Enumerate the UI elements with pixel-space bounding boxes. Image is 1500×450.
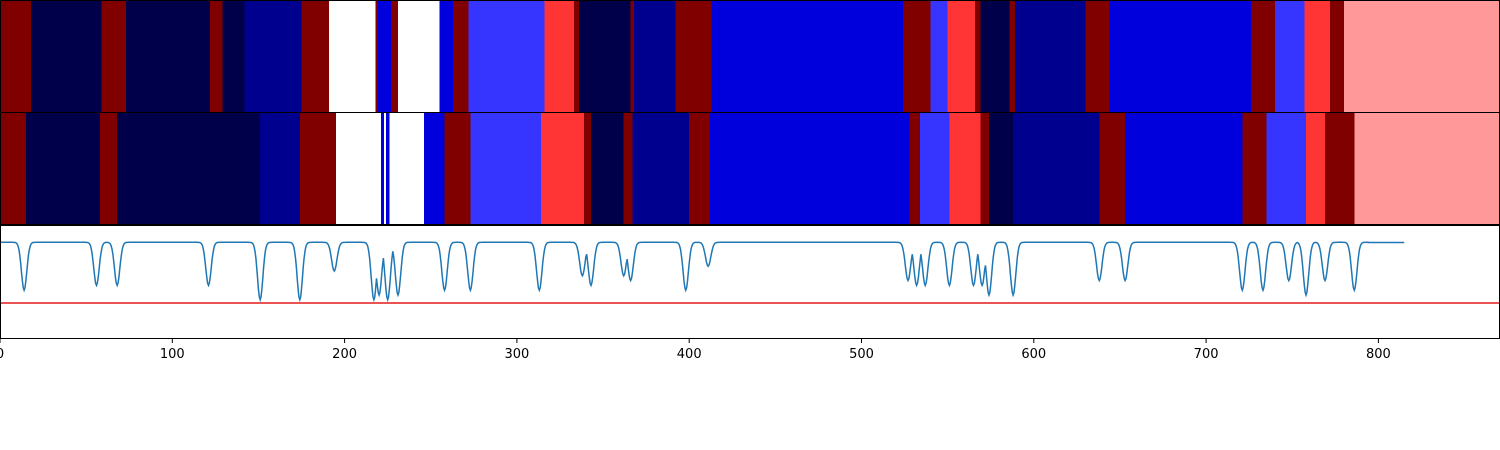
heatmap-cell bbox=[470, 113, 542, 224]
heatmap-cell bbox=[439, 1, 454, 112]
heatmap-cell bbox=[222, 1, 246, 112]
heatmap-cell bbox=[1275, 1, 1305, 112]
x-tick-label: 0 bbox=[0, 347, 4, 362]
heatmap-cell bbox=[31, 1, 103, 112]
x-tick-label: 600 bbox=[1021, 347, 1046, 362]
x-tick-label: 700 bbox=[1194, 347, 1219, 362]
heatmap-cell bbox=[423, 113, 446, 224]
x-axis: 0 100 200 300 400 500 600 700 800 bbox=[0, 338, 1391, 362]
heatmap-cell bbox=[398, 1, 440, 112]
heatmap-cell bbox=[25, 113, 101, 224]
heatmap-cell bbox=[623, 113, 633, 224]
heatmap-cell bbox=[584, 113, 592, 224]
heatmap-cell bbox=[930, 1, 949, 112]
heatmap-cell bbox=[210, 1, 223, 112]
x-tick-label: 400 bbox=[677, 347, 702, 362]
heatmap-cell bbox=[630, 1, 635, 112]
heatmap-cell bbox=[902, 1, 931, 112]
heatmap-cell bbox=[1330, 1, 1345, 112]
x-tick-label: 200 bbox=[332, 347, 357, 362]
series-line bbox=[0, 241, 1405, 303]
heatmap-cell bbox=[1125, 113, 1243, 224]
heatmap-cell bbox=[1266, 113, 1307, 224]
heatmap-cell bbox=[101, 1, 127, 112]
heatmap-cell bbox=[573, 1, 580, 112]
heatmap-cell bbox=[711, 1, 904, 112]
heatmap-cell bbox=[99, 113, 118, 224]
heatmap-cell bbox=[468, 1, 545, 112]
heatmap-cell bbox=[980, 1, 1011, 112]
heatmap-cell bbox=[1324, 113, 1355, 224]
heatmap-cell bbox=[391, 1, 399, 112]
heatmap-cell bbox=[947, 1, 976, 112]
heatmap-cell bbox=[0, 1, 32, 112]
heatmap-cell bbox=[544, 1, 575, 112]
heatmap-cell bbox=[590, 113, 625, 224]
heatmap-cell bbox=[1014, 1, 1086, 112]
heatmap-cell bbox=[260, 113, 301, 224]
x-tick-label: 800 bbox=[1366, 347, 1391, 362]
heatmap-cell bbox=[1304, 1, 1331, 112]
heatmap-cell bbox=[1009, 1, 1016, 112]
heatmap-cell bbox=[1109, 1, 1252, 112]
heatmap-cell bbox=[975, 1, 981, 112]
heatmap-cell bbox=[389, 113, 425, 224]
heatmap-cell bbox=[117, 113, 261, 224]
heatmap-cell bbox=[1013, 113, 1100, 224]
heatmap-cell bbox=[377, 1, 392, 112]
heatmap-cell bbox=[689, 113, 711, 224]
heatmap-cell bbox=[375, 1, 378, 112]
heatmap-cell bbox=[1354, 113, 1500, 224]
heatmap-cell bbox=[444, 113, 471, 224]
heatmap-cell bbox=[988, 113, 1014, 224]
heatmap-cell bbox=[709, 113, 911, 224]
heatmap-cell bbox=[299, 113, 337, 224]
heatmap-cell bbox=[335, 113, 382, 224]
heatmap-cell bbox=[453, 1, 470, 112]
heatmap-row-1 bbox=[0, 1, 1500, 112]
heatmap-cell bbox=[1343, 1, 1500, 112]
heatmap-cell bbox=[1306, 113, 1326, 224]
heatmap-cell bbox=[384, 113, 387, 224]
heatmap-cell bbox=[578, 1, 632, 112]
heatmap-cell bbox=[1085, 1, 1111, 112]
heatmap-cell bbox=[909, 113, 921, 224]
heatmap-cell bbox=[949, 113, 981, 224]
heatmap-cell bbox=[125, 1, 211, 112]
heatmap-cell bbox=[632, 113, 690, 224]
heatmap-cell bbox=[541, 113, 585, 224]
heatmap-cell bbox=[301, 1, 330, 112]
heatmap-row-2 bbox=[0, 113, 1500, 224]
heatmap-cell bbox=[1099, 113, 1126, 224]
heatmap-cell bbox=[380, 113, 385, 224]
heatmap-cell bbox=[634, 1, 676, 112]
heatmap-cell bbox=[920, 113, 950, 224]
heatmap-cell bbox=[0, 113, 27, 224]
x-tick-label: 100 bbox=[160, 347, 185, 362]
x-tick-label: 300 bbox=[504, 347, 529, 362]
heatmap-cell bbox=[675, 1, 713, 112]
line-panel bbox=[0, 241, 1499, 304]
x-tick-label: 500 bbox=[849, 347, 874, 362]
heatmap-cell bbox=[385, 113, 390, 224]
heatmap-cell bbox=[980, 113, 990, 224]
heatmap-cell bbox=[1250, 1, 1276, 112]
heatmap-cell bbox=[329, 1, 377, 112]
heatmap-cell bbox=[244, 1, 303, 112]
heatmap-cell bbox=[1242, 113, 1267, 224]
